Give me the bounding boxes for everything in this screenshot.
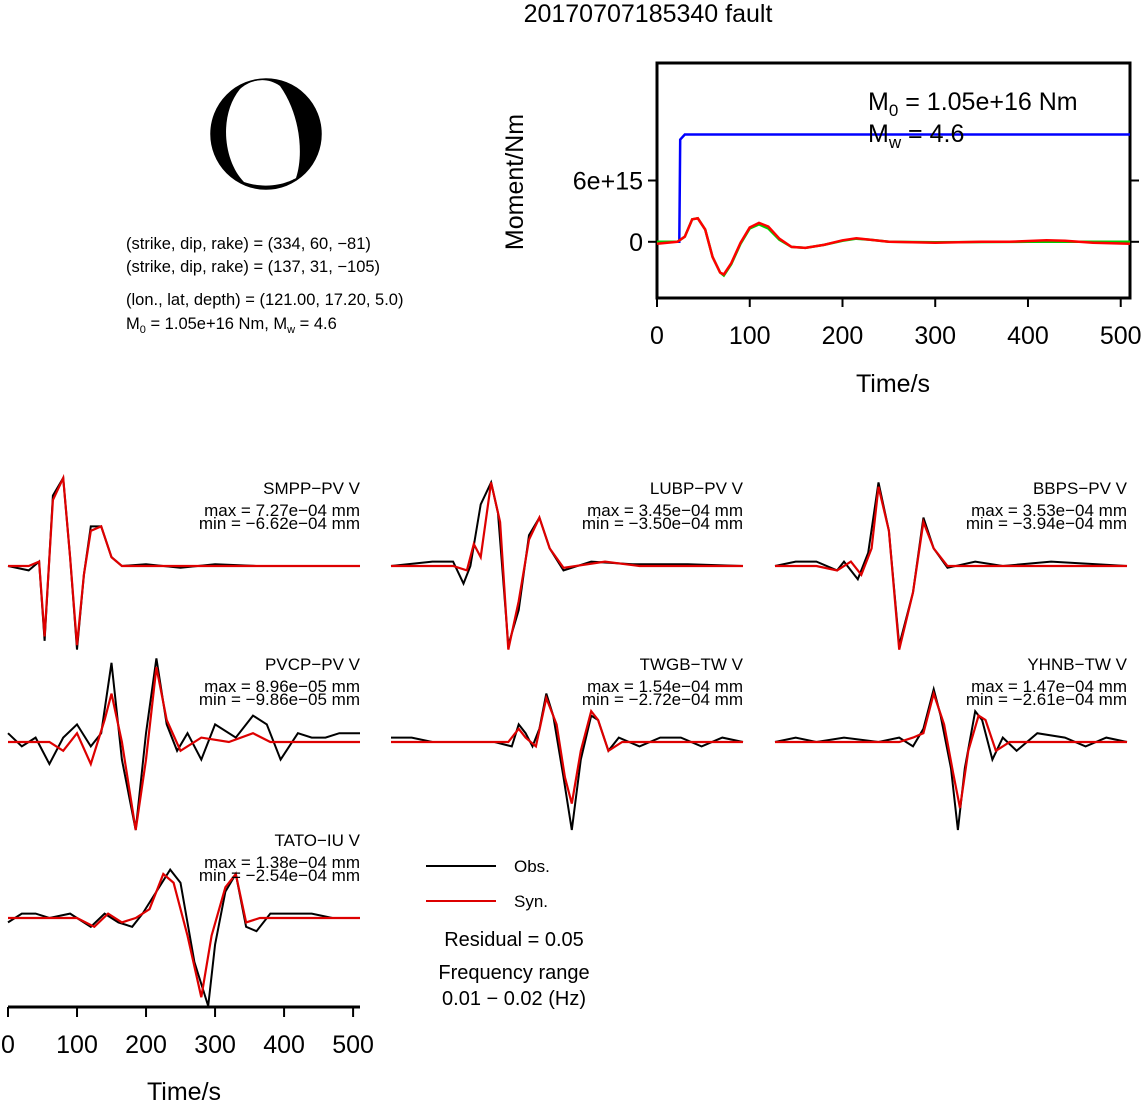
waveform-x-tick-label: 0 [1, 1031, 15, 1059]
moment-y-tick-label: 6e+15 [573, 168, 643, 196]
mechanism-moment: M0 = 1.05e+16 Nm, Mw = 4.6 [126, 315, 337, 336]
moment-x-tick-label: 200 [822, 322, 864, 350]
observed-trace [774, 685, 1128, 831]
synthetic-trace [8, 473, 360, 646]
station-max: max = 8.96e−05 mm [204, 677, 360, 696]
frequency-range: 0.01 − 0.02 (Hz) [442, 988, 586, 1010]
moment-m0-subscript: 0 [889, 101, 898, 120]
station-name: TATO−IU V [275, 831, 361, 850]
moment-x-tick-label: 400 [1007, 322, 1049, 350]
station-max: max = 3.53e−04 mm [971, 501, 1127, 520]
moment-axis-ticks: 0 100 200 300 400 500 0 6e+15 [573, 168, 1142, 351]
moment-m0-value: = 1.05e+16 Nm [898, 88, 1077, 116]
station-min: min = −3.50e−04 mm [582, 514, 743, 533]
moment-x-tick-label: 0 [650, 322, 664, 350]
station-min: min = −3.94e−04 mm [966, 514, 1127, 533]
station-name: SMPP−PV V [263, 479, 361, 498]
observed-trace [391, 693, 744, 831]
m0-subscript: 0 [140, 324, 146, 336]
legend-obs-label: Obs. [514, 857, 550, 876]
synthetic-trace [391, 694, 743, 804]
moment-y-axis-label: Moment/Nm [501, 114, 529, 250]
mechanism-plane-2: (strike, dip, rake) = (137, 31, −105) [126, 258, 380, 276]
mechanism-plane-1: (strike, dip, rake) = (334, 60, −81) [126, 235, 371, 253]
synthetic-trace [391, 482, 743, 650]
station-name: PVCP−PV V [265, 655, 361, 674]
waveform-x-tick-label: 300 [194, 1031, 236, 1059]
residual-text: Residual = 0.05 [444, 929, 584, 951]
station-min: min = −6.62e−04 mm [199, 514, 360, 533]
station-max: max = 3.45e−04 mm [587, 501, 743, 520]
moment-mw-value: = 4.6 [901, 120, 964, 148]
synthetic-trace [8, 871, 360, 998]
station-name: LUBP−PV V [650, 479, 744, 498]
moment-mw-label: Mw = 4.6 [868, 120, 964, 152]
moment-x-tick-label: 100 [729, 322, 771, 350]
waveform-x-axis-label: Time/s [147, 1078, 221, 1104]
station-name: YHNB−TW V [1027, 655, 1127, 674]
legend: Obs. Syn. [426, 857, 550, 911]
station-min: min = −9.86e−05 mm [199, 690, 360, 709]
station-max: max = 1.54e−04 mm [587, 677, 743, 696]
waveform-x-tick-label: 200 [125, 1031, 167, 1059]
moment-y-tick-label: 0 [629, 229, 643, 257]
moment-x-tick-label: 300 [914, 322, 956, 350]
station-name: TWGB−TW V [640, 655, 744, 674]
moment-mw-subscript: w [888, 133, 902, 152]
station-name: BBPS−PV V [1033, 479, 1128, 498]
station-min: min = −2.61e−04 mm [966, 690, 1127, 709]
m0-and-mw-text: = 1.05e+16 Nm, M [146, 315, 287, 333]
legend-syn-label: Syn. [514, 892, 548, 911]
moment-mw-symbol: M [868, 120, 889, 148]
moment-m0-label: M0 = 1.05e+16 Nm [868, 88, 1078, 120]
station-min: min = −2.72e−04 mm [582, 690, 743, 709]
waveform-time-axis: 0 100 200 300 400 500 [1, 1005, 374, 1059]
moment-m0-symbol: M [868, 88, 889, 116]
moment-series-group [656, 133, 1131, 278]
m0-symbol: M [126, 315, 140, 333]
moment-series-2 [656, 216, 1131, 277]
waveform-x-tick-label: 500 [332, 1031, 374, 1059]
station-min: min = −2.54e−04 mm [199, 866, 360, 885]
waveform-x-tick-label: 400 [263, 1031, 305, 1059]
synthetic-trace [8, 666, 360, 831]
moment-x-tick-label: 500 [1100, 322, 1142, 350]
synthetic-trace [775, 689, 1127, 809]
figure-title: 20170707185340 fault [524, 0, 773, 28]
frequency-title: Frequency range [438, 962, 589, 984]
station-max: max = 7.27e−04 mm [204, 501, 360, 520]
waveform-x-tick-label: 100 [56, 1031, 98, 1059]
mechanism-location: (lon., lat, depth) = (121.00, 17.20, 5.0… [126, 291, 403, 309]
beachball-icon [210, 78, 322, 190]
mw-subscript: w [286, 324, 295, 336]
station-max: max = 1.38e−04 mm [204, 853, 360, 872]
station-max: max = 1.47e−04 mm [971, 677, 1127, 696]
mw-value-text: = 4.6 [295, 315, 337, 333]
observed-trace [7, 867, 360, 1007]
moment-x-axis-label: Time/s [856, 370, 930, 398]
synthetic-trace [775, 486, 1127, 650]
